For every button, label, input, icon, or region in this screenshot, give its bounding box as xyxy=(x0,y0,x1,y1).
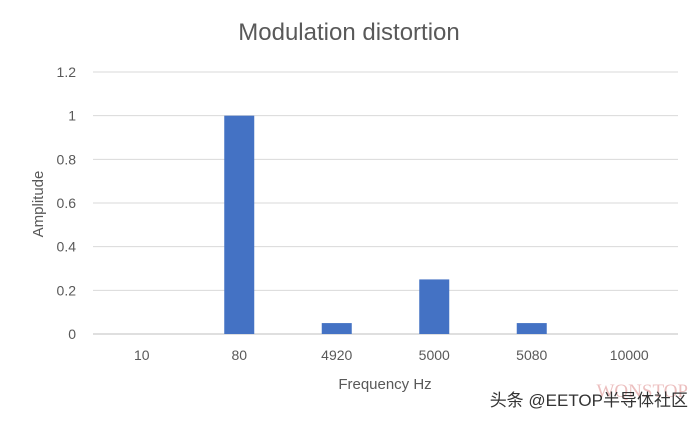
bar-80 xyxy=(224,115,255,335)
watermark-text: 头条 @EETOP半导体社区 xyxy=(490,391,688,410)
y-tick-label: 0.8 xyxy=(57,151,77,167)
x-tick-label: 5000 xyxy=(419,347,450,363)
bar-4920 xyxy=(321,323,352,334)
y-tick-label: 0.4 xyxy=(57,239,77,255)
bars xyxy=(224,115,547,335)
y-tick-label: 0.6 xyxy=(57,195,77,211)
bar-5080 xyxy=(516,323,547,334)
x-tick-label: 10000 xyxy=(610,347,649,363)
x-tick-label: 80 xyxy=(231,347,247,363)
x-axis-ticks: 10 80 4920 5000 5080 10000 xyxy=(134,347,649,363)
x-tick-label: 5080 xyxy=(516,347,547,363)
y-tick-label: 1 xyxy=(68,108,76,124)
watermark-logo: WQNSTOP xyxy=(597,381,689,402)
gridlines xyxy=(93,71,678,335)
y-axis-ticks: 0 0.2 0.4 0.6 0.8 1 1.2 xyxy=(57,64,77,342)
x-tick-label: 10 xyxy=(134,347,150,363)
y-axis-label: Amplitude xyxy=(30,171,47,238)
x-tick-label: 4920 xyxy=(321,347,352,363)
chart-title: Modulation distortion xyxy=(238,19,459,46)
y-tick-label: 0.2 xyxy=(57,282,77,298)
bar-5000 xyxy=(419,279,450,334)
y-tick-label: 0 xyxy=(68,326,76,342)
x-axis-label: Frequency Hz xyxy=(338,376,431,393)
y-tick-label: 1.2 xyxy=(57,64,77,80)
